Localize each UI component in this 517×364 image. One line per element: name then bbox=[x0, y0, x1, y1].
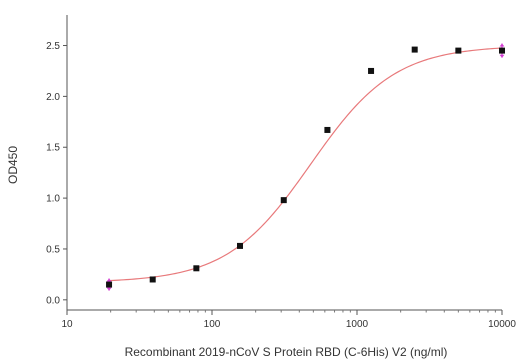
data-point bbox=[280, 197, 287, 204]
data-point bbox=[324, 126, 331, 133]
data-point bbox=[106, 281, 113, 288]
y-tick-label: 2.0 bbox=[46, 92, 60, 103]
y-tick-label: 0.5 bbox=[46, 244, 60, 255]
x-tick-label: 1000 bbox=[346, 319, 369, 330]
data-point bbox=[499, 47, 505, 54]
data-point bbox=[455, 47, 462, 54]
data-point bbox=[411, 46, 418, 53]
x-axis-ticks: 10 100 1000 10000 bbox=[61, 310, 516, 330]
data-point bbox=[193, 265, 200, 272]
data-point bbox=[368, 67, 375, 74]
x-tick-label: 10000 bbox=[488, 319, 516, 330]
error-bars bbox=[106, 43, 505, 291]
y-tick-label: 2.5 bbox=[46, 41, 60, 52]
data-point bbox=[237, 242, 244, 249]
x-tick-label: 100 bbox=[204, 319, 221, 330]
y-axis-ticks: 0.0 0.5 1.0 1.5 2.0 2.5 bbox=[46, 41, 67, 306]
y-tick-label: 1.5 bbox=[46, 143, 60, 154]
fit-curve bbox=[109, 47, 503, 282]
data-point bbox=[149, 276, 156, 283]
x-tick-label: 10 bbox=[61, 319, 73, 330]
y-tick-label: 0.0 bbox=[46, 295, 60, 306]
y-tick-label: 1.0 bbox=[46, 194, 60, 205]
plot-area bbox=[66, 15, 502, 311]
data-points bbox=[106, 46, 505, 288]
y-axis-label: OD450 bbox=[6, 146, 20, 184]
x-axis-label: Recombinant 2019-nCoV S Protein RBD (C-6… bbox=[125, 345, 448, 359]
